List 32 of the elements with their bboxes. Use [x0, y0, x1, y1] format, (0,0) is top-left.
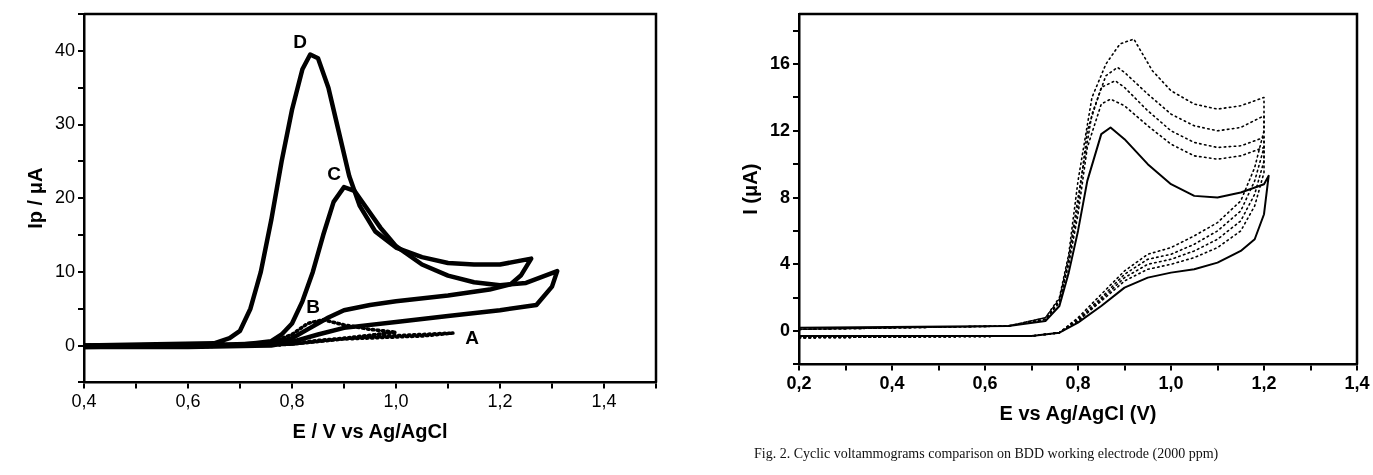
- x-tick-label: 0,4: [879, 373, 905, 394]
- y-tick-label: 16: [769, 53, 791, 74]
- caption: Fig. 2. Cyclic voltammograms comparison on BDD working electrode (2000 ppm): [754, 446, 1219, 462]
- x-tick-label: 1,0: [383, 391, 409, 412]
- series-label: B: [306, 296, 321, 318]
- x-tick-label: 0,6: [175, 391, 201, 412]
- x-axis-title: E vs Ag/AgCl (V): [999, 401, 1157, 424]
- y-tick-label: 10: [54, 260, 76, 281]
- series-label: C: [327, 163, 342, 185]
- y-tick-label: 40: [54, 39, 76, 60]
- y-tick-label: 20: [54, 187, 76, 208]
- y-tick-label: 0: [65, 334, 76, 355]
- y-tick-label: 12: [769, 119, 791, 140]
- y-axis-title: I (μA): [738, 163, 761, 215]
- y-tick-label: 0: [780, 320, 791, 340]
- series-label: A: [465, 327, 480, 349]
- x-tick-label: 1,4: [1344, 373, 1370, 394]
- series-label: D: [293, 30, 308, 52]
- x-axis-title: E / V vs Ag/AgCl: [292, 419, 448, 442]
- x-tick-label: 0,8: [279, 391, 305, 412]
- y-tick-label: 30: [54, 113, 76, 134]
- x-tick-label: 0,4: [71, 391, 97, 412]
- x-tick-label: 1,2: [1251, 373, 1277, 394]
- x-tick-label: 1,4: [591, 391, 617, 412]
- x-tick-label: 1,0: [1158, 373, 1184, 394]
- x-tick-label: 0,8: [1065, 373, 1091, 394]
- x-tick-label: 1,2: [487, 391, 513, 412]
- y-tick-label: 4: [780, 253, 791, 274]
- x-tick-label: 0,2: [786, 373, 812, 394]
- y-axis-title: Ip / μA: [23, 167, 46, 229]
- x-tick-label: 0,6: [972, 373, 998, 394]
- y-tick-label: 8: [780, 186, 791, 207]
